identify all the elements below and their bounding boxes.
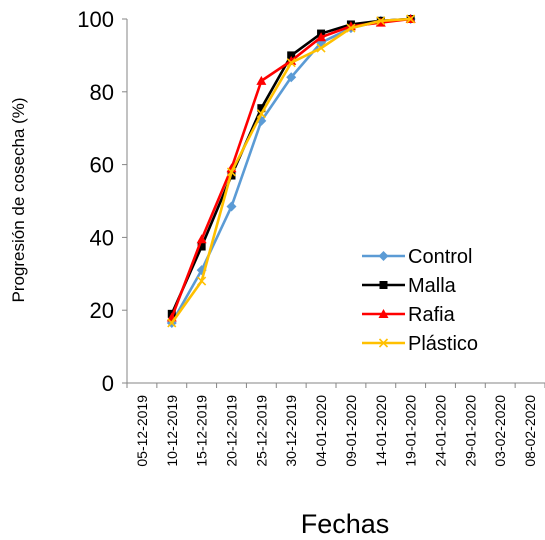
- marker-stroke: [167, 318, 177, 328]
- x-tick-label: 04-01-2020: [313, 395, 329, 467]
- data-point: [197, 242, 206, 251]
- x-tick-label: 19-01-2020: [403, 395, 419, 467]
- data-point: [379, 281, 388, 289]
- data-point: [286, 72, 297, 83]
- y-tick-label: 60: [90, 153, 114, 178]
- legend-entry: Control: [362, 246, 472, 268]
- x-tick-label: 20-12-2019: [224, 395, 240, 467]
- x-tick-label: 15-12-2019: [194, 395, 210, 467]
- x-tick-label: 10-12-2019: [164, 395, 180, 467]
- y-tick-label: 80: [90, 80, 114, 105]
- marker-stroke: [286, 58, 296, 68]
- data-point: [196, 234, 207, 244]
- x-axis-ticks: 05-12-2019 10-12-2019 15-12-2019 20-12-2019…: [126, 383, 545, 467]
- data-point: [257, 104, 266, 113]
- y-tick-label: 100: [77, 7, 114, 32]
- data-point: [346, 23, 356, 33]
- x-tick-label: 29-01-2020: [462, 395, 478, 467]
- series-layer: [166, 14, 416, 328]
- y-tick-label: 20: [90, 298, 114, 323]
- x-tick-label: 25-12-2019: [253, 395, 269, 467]
- legend-label: Control: [408, 246, 472, 268]
- data-point: [376, 16, 386, 26]
- legend-label: Malla: [408, 275, 457, 297]
- x-tick-label: 03-02-2020: [492, 395, 508, 467]
- legend-label: Rafia: [408, 304, 456, 326]
- data-point: [197, 276, 207, 286]
- data-point: [256, 109, 266, 119]
- y-axis-ticks: 0 20 40 60 80 100: [77, 7, 127, 396]
- marker-stroke: [376, 16, 386, 26]
- data-point: [226, 201, 237, 212]
- marker-stroke: [346, 23, 356, 33]
- legend: Control Malla Rafia Plástico: [362, 246, 478, 355]
- legend-entry: Plástico: [362, 333, 478, 355]
- x-tick-label: 24-01-2020: [433, 395, 449, 467]
- marker-stroke: [256, 109, 266, 119]
- data-point: [316, 43, 326, 53]
- data-point: [226, 167, 237, 177]
- data-point: [406, 14, 416, 24]
- legend-entry: Rafia: [362, 304, 456, 326]
- x-tick-label: 05-12-2019: [134, 395, 150, 467]
- series-pl-stico: [167, 14, 416, 328]
- x-tick-label: 30-12-2019: [283, 395, 299, 467]
- data-point: [378, 309, 389, 318]
- series-line: [170, 17, 411, 324]
- marker-stroke: [406, 14, 416, 24]
- y-tick-label: 0: [102, 371, 114, 396]
- marker-stroke: [226, 167, 237, 177]
- marker-stroke: [197, 276, 207, 286]
- data-point: [286, 58, 296, 68]
- marker-stroke: [316, 43, 326, 53]
- y-axis-label: Progresión de cosecha (%): [9, 97, 28, 302]
- legend-entry: Malla: [362, 275, 457, 297]
- y-tick-label: 40: [90, 225, 114, 250]
- data-point: [378, 338, 389, 348]
- data-point: [167, 318, 177, 328]
- legend-label: Plástico: [408, 333, 478, 355]
- marker-stroke: [378, 338, 389, 348]
- data-point: [378, 251, 389, 261]
- x-tick-label: 09-01-2020: [343, 395, 359, 467]
- plot-axes: [126, 19, 545, 384]
- x-tick-label: 14-01-2020: [373, 395, 389, 467]
- data-point: [316, 32, 327, 42]
- data-point: [256, 75, 267, 85]
- x-tick-label: 08-02-2020: [522, 395, 538, 467]
- data-point: [287, 51, 296, 60]
- x-axis-label: Fechas: [301, 509, 390, 539]
